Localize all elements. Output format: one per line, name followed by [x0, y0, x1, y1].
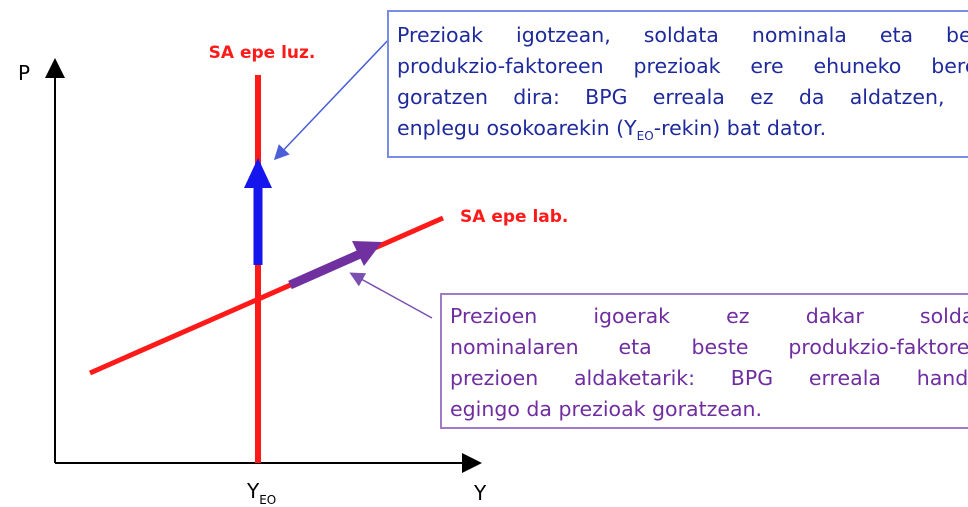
x-axis-label: Y	[473, 481, 487, 505]
note-line: egingo da prezioak goratzean.	[450, 397, 763, 421]
note-line: produkzio-faktoreen prezioak ere ehuneko…	[397, 54, 968, 78]
note-line: Prezioen igoerak ez dakar soldata	[450, 304, 968, 328]
purple-arrow	[288, 249, 362, 290]
yeo-label: YEO	[246, 479, 276, 507]
short-run-label: SA epe lab.	[460, 207, 568, 227]
note-line: Prezioak igotzean, soldata nominala eta …	[397, 23, 968, 47]
blue-arrow-head	[244, 158, 272, 188]
note-line: nominalaren eta beste produkzio-faktoree…	[450, 335, 968, 359]
note-box: Prezioak igotzean, soldata nominala eta …	[387, 10, 968, 158]
long-run-label: SA epe luz.	[209, 43, 316, 63]
note-line: enplegu osokoarekin (YEO-rekin) bat dato…	[397, 116, 827, 144]
pointer-line	[349, 272, 433, 319]
note-line: goratzen dira: BPG erreala ez da aldatze…	[397, 85, 968, 109]
purple-arrow-head	[352, 241, 382, 266]
y-axis-label: P	[18, 61, 30, 85]
short-run-curve	[88, 215, 445, 376]
note-box: Prezioen igoerak ez dakar soldata nomina…	[440, 293, 968, 429]
note-line: prezioen aldaketarik: BPG erreala handit…	[450, 366, 968, 390]
pointer-line	[273, 35, 393, 161]
